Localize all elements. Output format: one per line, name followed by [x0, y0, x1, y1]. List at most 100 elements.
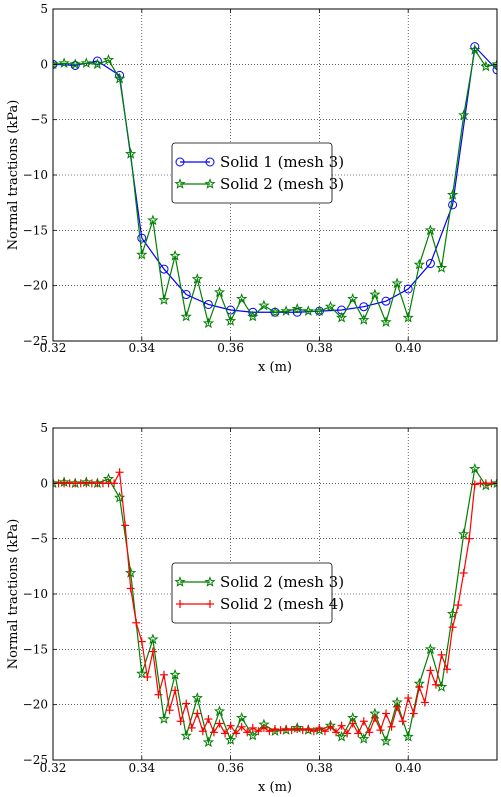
legend-marker: [176, 600, 184, 608]
y-tick-label: −15: [23, 642, 48, 656]
data-point: [391, 277, 403, 289]
data-point: [437, 650, 446, 659]
data-point: [313, 305, 326, 316]
data-point: [425, 259, 435, 269]
legend-marker: [205, 157, 215, 167]
chart-panel-1: 0.32 0.34 0.36 0.38 0.40 5 0 −5 −10 −15 −20 −25 x (m…: [6, 2, 498, 375]
data-point: [402, 730, 414, 742]
data-point: [382, 709, 390, 718]
data-point: [215, 719, 224, 728]
data-point: [224, 734, 237, 745]
data-point: [224, 315, 237, 326]
data-point: [102, 53, 115, 65]
data-point: [291, 302, 303, 314]
data-point: [254, 727, 263, 736]
y-tick-label: 5: [40, 2, 48, 16]
data-point: [158, 713, 170, 724]
data-point: [348, 719, 357, 728]
x-tick-label: 0.36: [217, 341, 244, 355]
data-point: [359, 302, 369, 312]
data-point: [121, 521, 130, 530]
data-point: [398, 717, 407, 726]
legend: Solid 1 (mesh 3) Solid 2 (mesh 3): [171, 142, 344, 204]
data-point: [236, 293, 248, 304]
data-point: [435, 262, 448, 273]
x-tick-label: 0.40: [395, 341, 422, 355]
data-point: [126, 584, 135, 593]
data-point: [191, 273, 203, 284]
x-tick-label: 0.32: [40, 761, 67, 775]
data-point: [91, 58, 104, 70]
data-point: [213, 705, 226, 717]
data-point: [365, 728, 374, 737]
x-tick-label: 0.34: [128, 761, 155, 775]
data-point: [469, 44, 481, 55]
data-point: [393, 702, 402, 711]
data-point: [347, 293, 359, 304]
data-point: [213, 286, 226, 298]
data-point: [180, 310, 192, 322]
data-point: [154, 690, 163, 699]
data-point: [335, 730, 348, 742]
data-point: [469, 463, 481, 474]
data-point: [403, 284, 413, 294]
data-point: [180, 729, 192, 741]
data-point: [435, 681, 448, 692]
data-point: [370, 713, 379, 722]
data-point: [293, 725, 302, 734]
x-axis-label: x (m): [258, 360, 292, 375]
series-line-2: [53, 48, 497, 326]
data-point: [259, 723, 268, 732]
data-point: [354, 729, 363, 738]
data-point: [202, 317, 215, 329]
data-point: [143, 673, 152, 681]
data-point: [491, 477, 497, 489]
legend-marker: [204, 178, 216, 189]
data-point: [271, 725, 279, 734]
data-point: [404, 694, 413, 703]
data-point: [265, 727, 274, 736]
data-point: [448, 623, 457, 632]
data-point: [470, 480, 479, 489]
data-point: [169, 249, 181, 261]
legend-label: Solid 2 (mesh 4): [220, 595, 344, 613]
x-tick-label: 0.40: [395, 761, 422, 775]
y-tick-label: −25: [23, 753, 48, 767]
data-point: [232, 729, 241, 738]
data-point: [280, 305, 292, 316]
data-point: [69, 58, 81, 70]
data-point: [359, 717, 368, 726]
data-point: [193, 709, 202, 718]
data-point: [113, 72, 126, 84]
data-point: [448, 200, 458, 210]
data-point: [309, 727, 318, 736]
data-point: [198, 727, 207, 736]
y-tick-label: −10: [23, 168, 48, 182]
data-point: [115, 468, 124, 477]
data-point: [148, 647, 157, 656]
data-point: [165, 706, 174, 715]
data-point: [158, 294, 170, 305]
data-point: [113, 491, 126, 503]
x-tick-label: 0.34: [128, 341, 155, 355]
data-point: [492, 65, 497, 75]
data-point: [402, 311, 414, 323]
data-point: [182, 699, 191, 708]
data-point: [358, 314, 370, 325]
data-point: [424, 224, 437, 236]
y-tick-label: −20: [23, 698, 48, 712]
data-point: [147, 633, 159, 645]
data-point: [125, 567, 137, 578]
data-point: [191, 692, 203, 703]
data-point: [337, 721, 346, 730]
data-point: [58, 57, 70, 69]
x-axis-label: x (m): [258, 780, 292, 795]
data-point: [380, 735, 392, 746]
legend-item: Solid 1 (mesh 3): [175, 153, 344, 171]
legend-marker: [206, 600, 214, 608]
data-point: [387, 722, 396, 731]
data-point: [243, 728, 252, 737]
data-point: [282, 725, 291, 734]
data-point: [431, 680, 440, 689]
